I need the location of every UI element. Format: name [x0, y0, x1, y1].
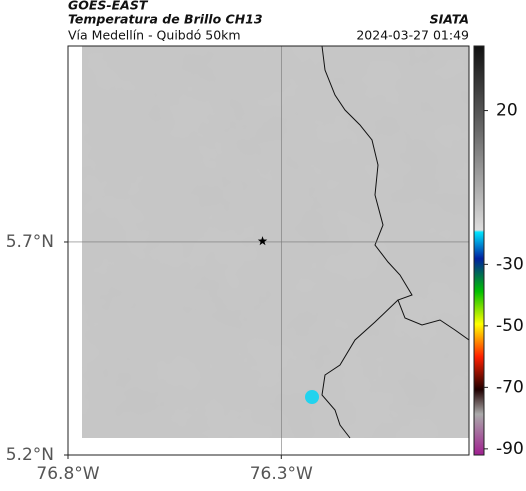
border-line — [321, 46, 469, 341]
border-line — [321, 299, 399, 439]
colorbar-tick-label: -70 — [496, 377, 524, 397]
satellite-name: GOES-EAST — [68, 0, 149, 13]
route-label: Vía Medellín - Quibdó 50km — [68, 28, 241, 43]
x-tick-label: 76.8°W — [36, 464, 99, 484]
product-title: Temperatura de Brillo CH13 — [68, 12, 263, 27]
colorbar-tick-label: -50 — [496, 316, 524, 336]
cold-cloud — [305, 390, 319, 404]
y-tick-label: 5.2°N — [6, 445, 54, 465]
source-label: SIATA — [430, 12, 469, 27]
datetime-label: 2024-03-27 01:49 — [356, 28, 469, 43]
colorbar — [473, 45, 485, 456]
y-tick-label: 5.7°N — [6, 232, 54, 252]
x-tick-label: 76.3°W — [250, 464, 313, 484]
colorbar-tick-label: 20 — [496, 101, 518, 121]
station-marker — [257, 236, 268, 246]
colorbar-tick-label: -30 — [496, 254, 524, 274]
map-frame — [67, 45, 470, 456]
colorbar-tick-label: -90 — [496, 439, 524, 459]
